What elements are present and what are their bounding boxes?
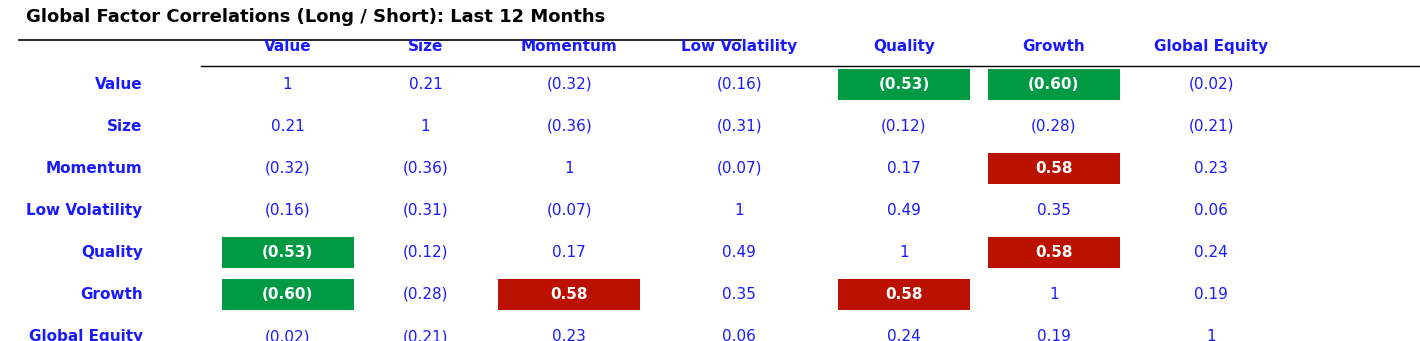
Text: (0.32): (0.32) (547, 77, 592, 92)
Text: Quality: Quality (873, 39, 934, 54)
Text: 0.17: 0.17 (888, 161, 920, 176)
Text: 1: 1 (734, 203, 744, 218)
Text: (0.32): (0.32) (264, 161, 311, 176)
Text: 1: 1 (1049, 287, 1058, 302)
Text: (0.16): (0.16) (264, 203, 311, 218)
Text: 0.17: 0.17 (552, 245, 586, 260)
Text: 0.21: 0.21 (409, 77, 443, 92)
Text: 0.23: 0.23 (552, 329, 586, 341)
FancyBboxPatch shape (838, 69, 970, 100)
Text: (0.02): (0.02) (266, 329, 311, 341)
Text: (0.21): (0.21) (1189, 119, 1234, 134)
Text: Growth: Growth (1022, 39, 1085, 54)
Text: 0.58: 0.58 (885, 287, 923, 302)
Text: 0.24: 0.24 (888, 329, 920, 341)
Text: 0.58: 0.58 (551, 287, 588, 302)
Text: 0.06: 0.06 (1194, 203, 1228, 218)
Text: (0.60): (0.60) (261, 287, 314, 302)
Text: Low Volatility: Low Volatility (682, 39, 798, 54)
Text: (0.53): (0.53) (878, 77, 930, 92)
Text: (0.12): (0.12) (403, 245, 449, 260)
Text: (0.36): (0.36) (547, 119, 592, 134)
Text: Global Factor Correlations (Long / Short): Last 12 Months: Global Factor Correlations (Long / Short… (27, 8, 606, 26)
Text: 0.19: 0.19 (1194, 287, 1228, 302)
Text: Size: Size (408, 39, 443, 54)
FancyBboxPatch shape (498, 279, 640, 310)
Text: Global Equity: Global Equity (28, 329, 142, 341)
Text: (0.53): (0.53) (263, 245, 314, 260)
Text: 1: 1 (1207, 329, 1216, 341)
Text: Momentum: Momentum (521, 39, 618, 54)
Text: (0.31): (0.31) (717, 119, 763, 134)
FancyBboxPatch shape (222, 279, 354, 310)
Text: 0.06: 0.06 (723, 329, 757, 341)
Text: 1: 1 (899, 245, 909, 260)
Text: 0.58: 0.58 (1035, 161, 1072, 176)
Text: 0.24: 0.24 (1194, 245, 1228, 260)
Text: Value: Value (264, 39, 311, 54)
Text: (0.28): (0.28) (403, 287, 449, 302)
Text: (0.12): (0.12) (882, 119, 927, 134)
Text: 0.49: 0.49 (888, 203, 920, 218)
FancyBboxPatch shape (988, 69, 1120, 100)
Text: Value: Value (95, 77, 142, 92)
Text: Growth: Growth (80, 287, 142, 302)
Text: (0.28): (0.28) (1031, 119, 1076, 134)
Text: Quality: Quality (81, 245, 142, 260)
FancyBboxPatch shape (988, 237, 1120, 268)
FancyBboxPatch shape (988, 153, 1120, 183)
FancyBboxPatch shape (222, 237, 354, 268)
Text: (0.36): (0.36) (403, 161, 449, 176)
Text: (0.60): (0.60) (1028, 77, 1079, 92)
FancyBboxPatch shape (838, 279, 970, 310)
Text: Momentum: Momentum (45, 161, 142, 176)
Text: Global Equity: Global Equity (1154, 39, 1268, 54)
Text: 0.23: 0.23 (1194, 161, 1228, 176)
Text: 0.19: 0.19 (1037, 329, 1071, 341)
Text: (0.07): (0.07) (717, 161, 763, 176)
Text: Low Volatility: Low Volatility (27, 203, 142, 218)
Text: (0.02): (0.02) (1189, 77, 1234, 92)
Text: 1: 1 (564, 161, 574, 176)
Text: Size: Size (108, 119, 142, 134)
Text: (0.21): (0.21) (403, 329, 449, 341)
Text: 1: 1 (420, 119, 430, 134)
Text: 0.35: 0.35 (1037, 203, 1071, 218)
Text: (0.16): (0.16) (717, 77, 763, 92)
Text: 0.21: 0.21 (271, 119, 304, 134)
Text: (0.31): (0.31) (403, 203, 449, 218)
Text: 0.35: 0.35 (723, 287, 757, 302)
Text: (0.07): (0.07) (547, 203, 592, 218)
Text: 0.58: 0.58 (1035, 245, 1072, 260)
Text: 0.49: 0.49 (723, 245, 757, 260)
Text: 1: 1 (283, 77, 293, 92)
